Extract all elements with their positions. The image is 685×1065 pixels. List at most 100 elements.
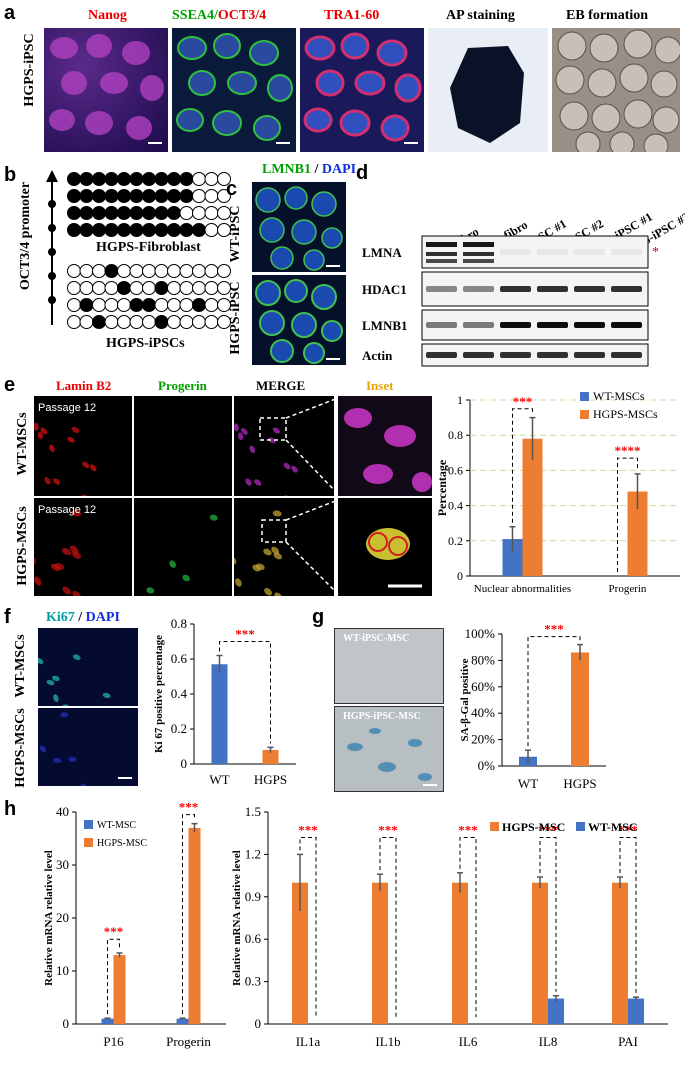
cell-nucleus <box>182 574 190 582</box>
cpg-site <box>192 223 206 237</box>
d-western-blot: WT-fibroHGPS-fibroWT-iPSC #1WT-iPSC #2HG… <box>362 210 685 367</box>
cell-nucleus <box>169 560 177 568</box>
cpg-site <box>92 189 106 203</box>
blot-band <box>611 352 642 358</box>
cpg-site <box>204 315 219 329</box>
legend-swatch <box>576 822 585 831</box>
y-tick-label: 100% <box>465 626 496 641</box>
a-image-ap <box>428 28 548 152</box>
cell-nucleus <box>234 578 242 587</box>
x-tick-label: P16 <box>103 1034 124 1049</box>
panel-label-c: c <box>226 178 238 200</box>
legend-label: WT-MSC <box>97 820 136 831</box>
cell-nucleus <box>34 422 39 431</box>
cpg-site <box>217 264 231 278</box>
panel-label-h: h <box>4 798 17 820</box>
cpg-site <box>142 315 156 329</box>
bar <box>292 882 308 1024</box>
bar <box>502 539 523 576</box>
y-tick-label: 0.2 <box>448 534 463 548</box>
cpg-site <box>142 189 156 203</box>
cpg-site <box>104 315 119 329</box>
cpg-site <box>192 172 206 186</box>
e-inset-connectors <box>259 397 339 595</box>
cpg-site <box>204 189 219 203</box>
blot-band <box>574 249 605 255</box>
legend-swatch <box>84 820 93 829</box>
cpg-site <box>167 189 181 203</box>
x-tick-label: IL1b <box>375 1034 400 1049</box>
blot-band <box>463 252 494 256</box>
bar <box>211 664 228 764</box>
blot-band <box>426 286 457 292</box>
x-tick-label: Nuclear abnormalities <box>474 583 571 595</box>
legend-label: HGPS-MSC <box>97 838 147 849</box>
y-tick-label: 1 <box>457 393 463 407</box>
e-passage-wt: Passage 12 <box>38 402 97 414</box>
bar <box>627 491 648 576</box>
blot-band <box>426 242 457 247</box>
e-image-wt-progerin <box>134 396 232 496</box>
cell-nucleus <box>62 704 71 706</box>
cpg-site <box>104 189 119 203</box>
cpg-site <box>204 298 219 312</box>
cell-nucleus <box>82 461 90 469</box>
cell-nucleus <box>249 445 256 454</box>
e-col-progerin: Progerin <box>158 378 207 393</box>
significance-bracket <box>219 641 271 744</box>
cpg-site <box>129 172 144 186</box>
legend-label: WT-MSCs <box>593 389 645 403</box>
significance-bracket <box>379 836 397 1018</box>
blot-band <box>500 286 531 292</box>
a-title-nanog: Nanog <box>88 8 127 23</box>
g-bar-chart: 0% 20% 40% 60% 80% 100% SA-β-Gal positive WT HGP… <box>459 622 606 791</box>
b-arrow <box>46 170 58 325</box>
cpg-site <box>192 315 206 329</box>
blot-band <box>426 252 457 256</box>
a-title-eb: EB formation <box>566 8 649 23</box>
bar <box>612 882 628 1024</box>
b-methylation-fibroblast <box>67 172 231 237</box>
a-title-ap: AP staining <box>446 8 515 23</box>
y-tick-label: 0.6 <box>245 931 262 946</box>
y-tick-label: 0.3 <box>245 974 261 989</box>
g-image-wt: WT-iPSC-MSC <box>334 628 444 704</box>
g-label-wt: WT-iPSC-MSC <box>343 633 410 644</box>
cell-nucleus <box>264 587 272 596</box>
f-image-wt <box>38 628 138 706</box>
cpg-site <box>192 206 206 220</box>
cpg-site <box>129 315 144 329</box>
blot-membrane <box>421 343 649 367</box>
f-bar-chart: 0 0.2 0.4 0.6 0.8 Ki 67 positive percentage WT… <box>153 616 296 787</box>
y-tick-label: 0.8 <box>448 428 463 442</box>
y-axis-label: SA-β-Gal positive <box>459 658 471 741</box>
cpg-site <box>67 298 81 312</box>
significance-label: *** <box>538 822 558 837</box>
significance-label: *** <box>618 822 638 837</box>
a-image-ssea4 <box>172 28 296 152</box>
cpg-site <box>179 189 194 203</box>
blot-band <box>611 286 642 292</box>
legend-label: WT-MSC <box>588 820 638 834</box>
significance-bracket <box>182 814 195 1015</box>
cell-nucleus <box>39 745 47 753</box>
panel-label-g: g <box>312 606 325 628</box>
panel-label-e: e <box>4 374 16 396</box>
cpg-site <box>79 172 94 186</box>
cpg-site <box>204 264 219 278</box>
y-tick-label: 1.2 <box>245 846 261 861</box>
legend-label: HGPS-MSCs <box>593 407 658 421</box>
y-tick-label: 30 <box>56 857 69 872</box>
cpg-site <box>129 298 144 312</box>
cpg-site <box>92 281 106 295</box>
cpg-site <box>79 264 94 278</box>
cpg-site <box>192 264 206 278</box>
cell-nucleus <box>268 437 276 444</box>
legend-swatch <box>84 838 93 847</box>
cell-nucleus <box>271 546 280 555</box>
cpg-site <box>92 172 106 186</box>
cell-nucleus <box>71 426 80 433</box>
cpg-site <box>67 189 81 203</box>
cpg-site <box>217 315 231 329</box>
cpg-site <box>67 206 81 220</box>
